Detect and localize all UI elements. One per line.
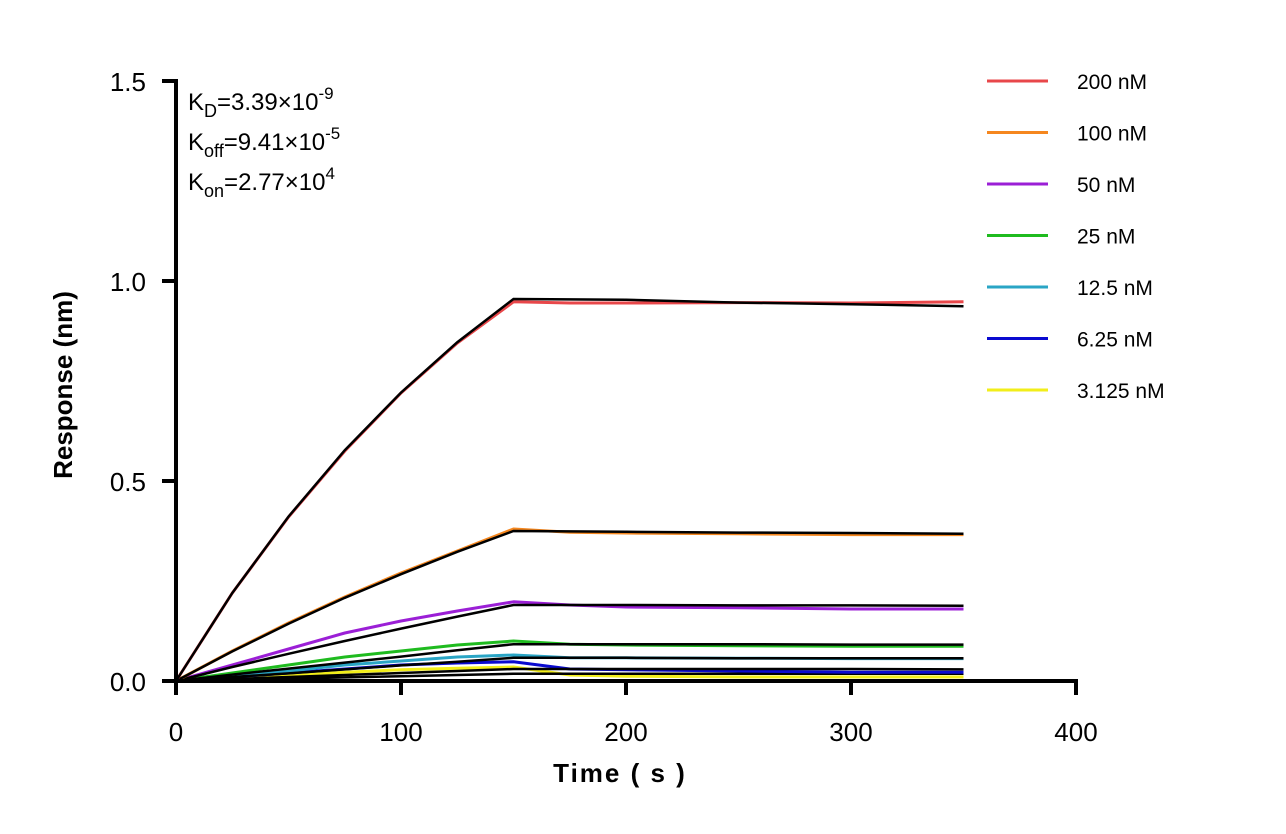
legend: 200 nM 100 nM 50 nM 25 nM 12.5 nM 6.25 nM 3.12…: [987, 71, 1165, 403]
x-tick-label: 400: [1054, 717, 1097, 747]
legend-label: 100 nM: [1077, 123, 1147, 146]
y-tick-label: 1.0: [110, 267, 146, 297]
y-tick-label: 0.0: [110, 667, 146, 697]
legend-item: 3.125 nM: [987, 380, 1165, 403]
x-axis-title: Time ( s ): [553, 758, 687, 788]
kinetic-constant-D: KD=3.39×10-9: [188, 84, 334, 121]
y-tick-label: 0.5: [110, 467, 146, 497]
x-tick-label: 200: [604, 717, 647, 747]
y-axis-title: Response (nm): [48, 291, 78, 479]
legend-label: 3.125 nM: [1077, 380, 1165, 403]
legend-item: 12.5 nM: [987, 277, 1153, 300]
data-series-200-nM: [174, 300, 964, 682]
fit-curve-100-nM: [175, 529, 964, 683]
legend-item: 200 nM: [987, 71, 1147, 94]
fit-curve-50-nM: [175, 603, 964, 683]
x-tick-label: 0: [169, 717, 183, 747]
legend-label: 50 nM: [1077, 174, 1135, 197]
data-series-50-nM: [175, 600, 964, 683]
legend-item: 50 nM: [987, 174, 1135, 197]
legend-label: 6.25 nM: [1077, 329, 1153, 352]
data-series-25-nM: [175, 639, 964, 683]
kinetic-constant-off: Koff=9.41×10-5: [188, 124, 340, 161]
x-tick-label: 300: [829, 717, 872, 747]
legend-item: 6.25 nM: [987, 329, 1153, 352]
legend-label: 200 nM: [1077, 71, 1147, 94]
legend-label: 12.5 nM: [1077, 277, 1153, 300]
plot-lines: [174, 297, 964, 683]
legend-label: 25 nM: [1077, 226, 1135, 249]
fit-curve-12_5-nM: [175, 656, 964, 683]
data-series-3_125-nM: [175, 665, 964, 683]
fit-curve-3_125-nM: [175, 672, 964, 683]
x-tick-label: 100: [379, 717, 422, 747]
fit-curve-200-nM: [174, 297, 964, 682]
y-tick-label: 1.5: [110, 67, 146, 97]
fit-curve-25-nM: [175, 642, 964, 683]
ticks: 0 100 200 300 400 0.0 0.5 1.0 1.5: [110, 67, 1098, 747]
fit-curve-6_25-nM: [175, 667, 964, 683]
legend-item: 100 nM: [987, 123, 1147, 146]
kinetic-constant-on: Kon=2.77×104: [188, 164, 335, 201]
legend-item: 25 nM: [987, 226, 1135, 249]
